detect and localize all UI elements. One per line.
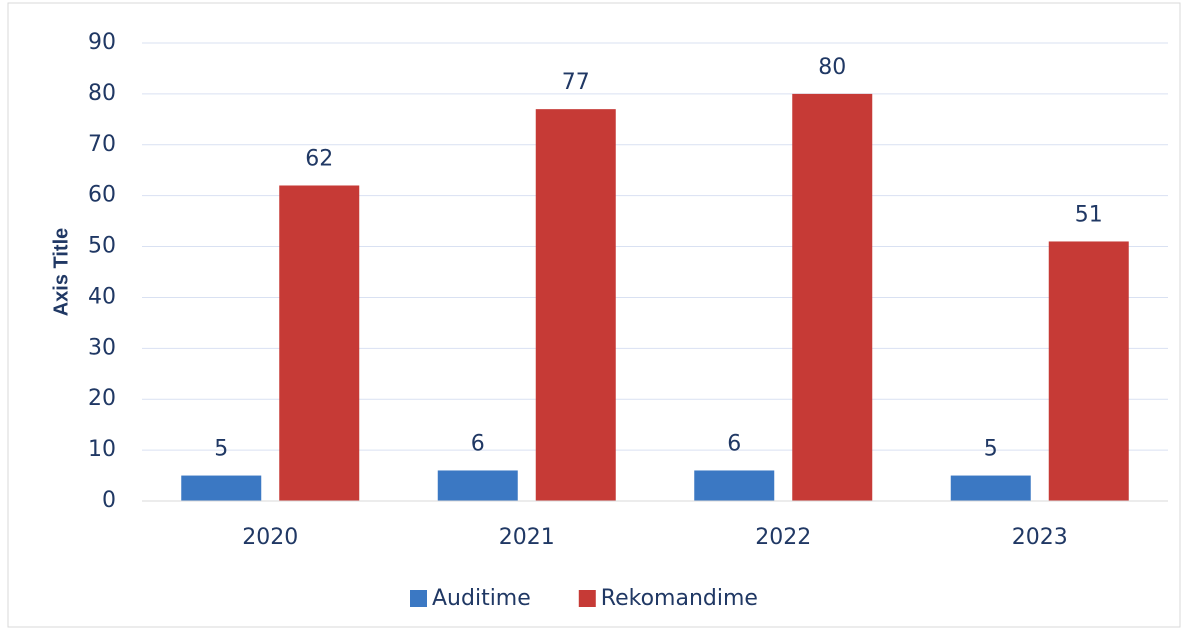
data-label: 80: [818, 55, 846, 80]
bar: [535, 109, 616, 502]
legend-swatch: [410, 590, 427, 607]
legend-label: Auditime: [432, 586, 531, 611]
y-tick-label: 20: [88, 386, 116, 411]
y-tick-label: 90: [88, 30, 116, 55]
x-tick-label: 2021: [499, 525, 555, 550]
y-tick-label: 30: [88, 335, 116, 360]
data-label: 6: [471, 431, 485, 456]
legend-swatch: [578, 590, 596, 607]
y-axis-title: Axis Title: [50, 228, 72, 317]
bar: [279, 185, 360, 501]
bar: [792, 93, 873, 501]
y-tick-label: 0: [102, 488, 116, 513]
y-tick-label: 70: [88, 132, 116, 157]
y-tick-label: 40: [88, 284, 116, 309]
bar: [950, 475, 1031, 501]
y-tick-label: 80: [88, 81, 116, 106]
bar: [694, 470, 775, 501]
y-tick-label: 10: [88, 437, 116, 462]
x-tick-label: 2020: [242, 525, 298, 550]
x-tick-label: 2022: [755, 525, 811, 550]
data-label: 5: [984, 437, 998, 462]
bar: [181, 475, 262, 501]
y-tick-label: 50: [88, 234, 116, 259]
data-label: 51: [1075, 202, 1103, 227]
bar: [437, 470, 518, 501]
data-label: 6: [727, 431, 741, 456]
x-tick-label: 2023: [1012, 525, 1068, 550]
y-tick-label: 60: [88, 183, 116, 208]
data-label: 62: [305, 146, 333, 171]
legend-label: Rekomandime: [601, 586, 758, 611]
bar: [1048, 241, 1129, 501]
data-label: 77: [562, 70, 590, 95]
data-label: 5: [214, 437, 228, 462]
